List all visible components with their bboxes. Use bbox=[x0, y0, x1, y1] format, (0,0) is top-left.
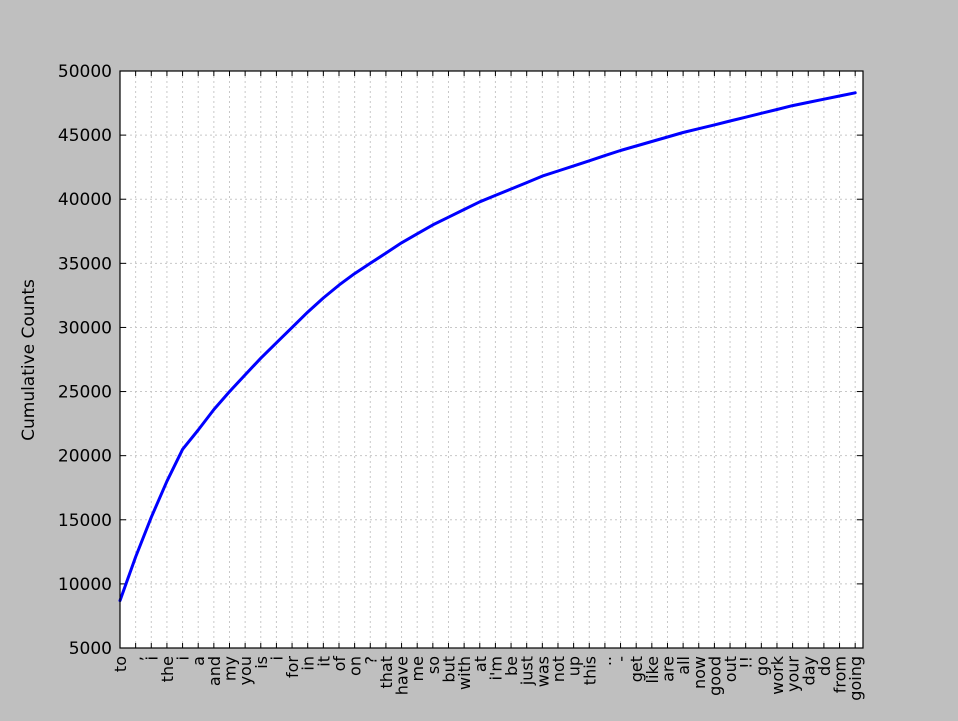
y-tick-label: 30000 bbox=[58, 318, 112, 338]
x-tick-label: up bbox=[565, 656, 584, 676]
y-tick-label: 35000 bbox=[58, 254, 112, 274]
x-tick-label: on bbox=[346, 656, 365, 676]
x-tick-label: have bbox=[393, 656, 412, 695]
x-tick-label: a bbox=[189, 656, 208, 666]
y-tick-label: 5000 bbox=[69, 639, 112, 659]
x-tick-label: be bbox=[502, 656, 521, 676]
x-tick-label: my bbox=[220, 656, 239, 681]
plot-frame bbox=[119, 70, 864, 649]
x-tick-label: just bbox=[518, 656, 537, 686]
x-tick-label: .. bbox=[596, 656, 615, 666]
y-tick-label: 20000 bbox=[58, 447, 112, 467]
axis-ticks bbox=[119, 70, 863, 649]
x-tick-label: was bbox=[533, 656, 552, 687]
x-tick-label: it bbox=[314, 656, 333, 667]
x-tick-label: day bbox=[799, 656, 818, 685]
x-tick-label: going bbox=[846, 656, 865, 701]
x-tick-label: you bbox=[236, 656, 255, 685]
x-tick-label: like bbox=[643, 656, 662, 683]
x-tick-label: with bbox=[455, 656, 474, 690]
x-tick-label: this bbox=[580, 656, 599, 685]
x-tick-label: that bbox=[377, 656, 396, 689]
x-tick-label: at bbox=[471, 656, 490, 672]
y-axis-label: Cumulative Counts bbox=[19, 279, 39, 441]
x-tick-label: from bbox=[831, 656, 850, 693]
x-tick-label: !! bbox=[737, 656, 756, 669]
x-tick-label: go bbox=[752, 656, 771, 676]
x-tick-label: ? bbox=[361, 656, 380, 665]
x-tick-label: get bbox=[627, 656, 646, 682]
x-tick-label: the bbox=[158, 656, 177, 682]
x-tick-label: good bbox=[705, 656, 724, 696]
y-tick-label: 15000 bbox=[58, 511, 112, 531]
y-tick-label: 10000 bbox=[58, 575, 112, 595]
x-tick-label: i bbox=[142, 656, 161, 660]
x-tick-label: your bbox=[784, 656, 803, 692]
x-tick-label: i bbox=[267, 656, 286, 660]
x-tick-label: do bbox=[815, 656, 834, 676]
x-tick-label: me bbox=[408, 656, 427, 681]
x-tick-label: so bbox=[424, 656, 443, 674]
x-tick-label: to bbox=[111, 656, 130, 672]
y-tick-label: 45000 bbox=[58, 126, 112, 146]
x-tick-label: not bbox=[549, 656, 568, 682]
x-tick-label: out bbox=[721, 656, 740, 682]
x-tick-label: all bbox=[674, 656, 693, 675]
y-tick-label: 50000 bbox=[58, 62, 112, 82]
y-tick-label: 40000 bbox=[58, 190, 112, 210]
x-tick-label: i bbox=[174, 656, 193, 660]
series-line bbox=[118, 91, 857, 603]
x-tick-label: and bbox=[205, 656, 224, 686]
x-tick-label: - bbox=[612, 656, 631, 662]
y-tick-label: 25000 bbox=[58, 383, 112, 403]
y-tick-labels: 5000 10000 15000 20000 25000 30000 35000 40000 4… bbox=[58, 62, 112, 659]
x-tick-label: work bbox=[768, 655, 787, 694]
x-tick-label: is bbox=[252, 656, 271, 669]
plot-background bbox=[120, 71, 863, 648]
x-tick-label: for bbox=[283, 656, 302, 678]
x-tick-label: , bbox=[127, 656, 146, 661]
x-tick-label: now bbox=[690, 656, 709, 689]
x-tick-label: of bbox=[330, 656, 349, 672]
x-tick-labels: to,itheiaandmyyouisiforinitofon?thathave… bbox=[111, 655, 865, 700]
x-tick-label: are bbox=[658, 656, 677, 682]
x-tick-label: but bbox=[439, 656, 458, 683]
x-tick-label: i'm bbox=[486, 656, 505, 680]
x-tick-label: in bbox=[299, 656, 318, 671]
